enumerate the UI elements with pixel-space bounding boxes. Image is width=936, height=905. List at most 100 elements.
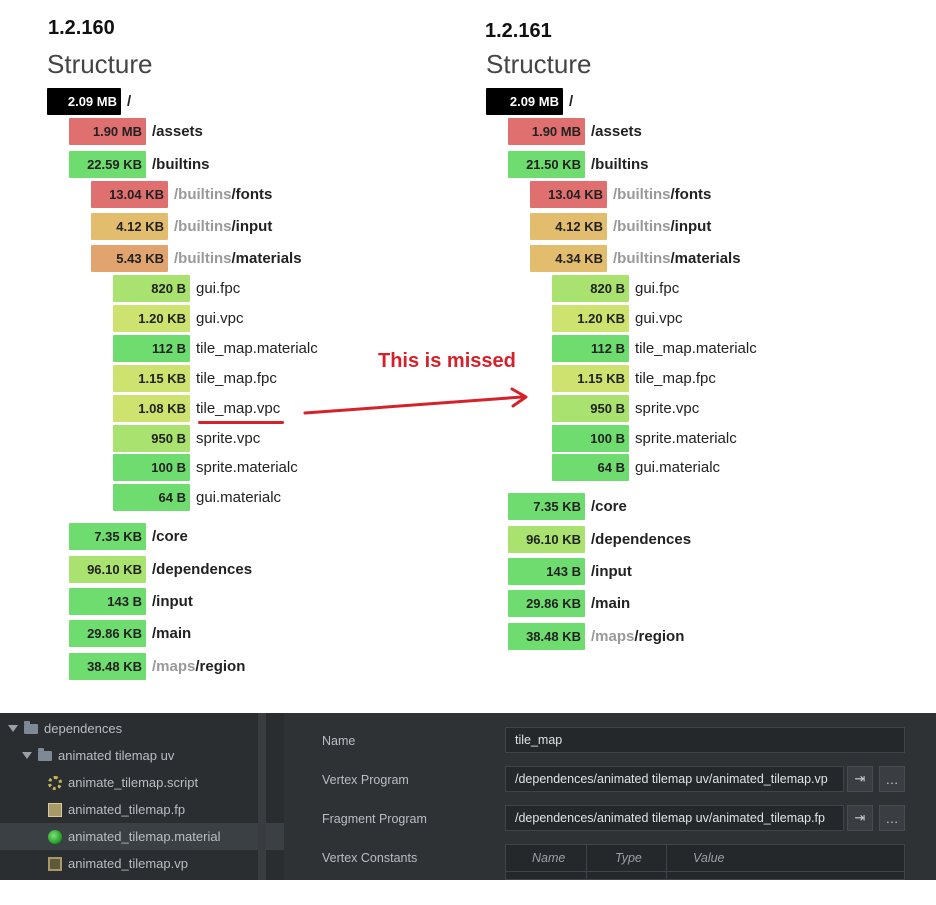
entry-label: sprite.vpc	[635, 400, 700, 417]
right-tree-row[interactable]: 1.15 KB tile_map.fpc	[552, 365, 716, 392]
entry-name: /dependences	[152, 561, 252, 578]
left-tree-row[interactable]: 38.48 KB/maps/region	[69, 653, 245, 680]
entry-label: gui.fpc	[196, 280, 241, 297]
size-badge: 2.09 MB	[47, 88, 121, 115]
left-tree-row[interactable]: 1.08 KB tile_map.vpc	[113, 395, 280, 422]
size-badge: 143 B	[69, 588, 146, 615]
size-badge: 38.48 KB	[69, 653, 146, 680]
tree-item[interactable]: animated_tilemap.vp	[48, 850, 188, 877]
size-badge: 29.86 KB	[508, 590, 585, 617]
tree-item-label: animated tilemap uv	[58, 748, 175, 763]
right-tree-row[interactable]: 4.12 KB/builtins/input	[530, 213, 711, 240]
entry-label: /region	[195, 658, 246, 675]
entry-label: /materials	[670, 250, 741, 267]
right-tree-row[interactable]: 100 B sprite.materialc	[552, 425, 737, 452]
entry-name: sprite.vpc	[635, 400, 699, 417]
right-tree-row[interactable]: 64 B gui.materialc	[552, 454, 720, 481]
column-header-value[interactable]: Value	[693, 851, 725, 865]
right-tree-row[interactable]: 143 B/input	[508, 558, 632, 585]
entry-name: /maps/region	[152, 658, 245, 675]
left-tree-row[interactable]: 143 B/input	[69, 588, 193, 615]
entry-label: tile_map.fpc	[196, 370, 277, 387]
material-icon	[48, 829, 62, 844]
size-badge: 96.10 KB	[69, 556, 146, 583]
tree-item-label: animate_tilemap.script	[68, 775, 199, 790]
entry-name: gui.fpc	[635, 280, 679, 297]
size-badge: 96.10 KB	[508, 526, 585, 553]
right-tree-row[interactable]: 4.34 KB/builtins/materials	[530, 245, 741, 272]
expand-arrow-icon[interactable]	[8, 725, 18, 732]
right-tree-row[interactable]: 96.10 KB/dependences	[508, 526, 691, 553]
left-tree-row[interactable]: 29.86 KB/main	[69, 620, 191, 647]
entry-label: /fonts	[231, 186, 273, 203]
right-tree-row[interactable]: 1.90 MB/assets	[508, 118, 642, 145]
tree-item[interactable]: animate_tilemap.script	[48, 769, 198, 796]
size-badge: 950 B	[552, 395, 629, 422]
tree-item[interactable]: dependences	[8, 715, 122, 742]
size-badge: 4.12 KB	[530, 213, 607, 240]
right-tree-row[interactable]: 13.04 KB/builtins/fonts	[530, 181, 711, 208]
column-header-type[interactable]: Type	[615, 851, 642, 865]
tree-item[interactable]: animated tilemap uv	[22, 742, 174, 769]
left-tree-row[interactable]: 96.10 KB/dependences	[69, 556, 252, 583]
left-tree-row[interactable]: 7.35 KB/core	[69, 523, 188, 550]
left-tree-row[interactable]: 13.04 KB/builtins/fonts	[91, 181, 272, 208]
entry-label: /assets	[591, 123, 642, 140]
left-tree-row[interactable]: 2.09 MB /	[47, 88, 131, 115]
entry-name: /builtins/fonts	[174, 186, 272, 203]
entry-name: sprite.materialc	[196, 459, 298, 476]
left-tree-row[interactable]: 22.59 KB/builtins	[69, 151, 210, 178]
size-badge: 21.50 KB	[508, 151, 585, 178]
fragment-program-browse-button[interactable]: …	[879, 805, 905, 831]
path-prefix: /builtins	[613, 186, 671, 203]
path-prefix: /builtins	[174, 186, 232, 203]
entry-name: /builtins	[152, 156, 210, 173]
right-tree-row[interactable]: 1.20 KB gui.vpc	[552, 305, 683, 332]
expand-arrow-icon[interactable]	[22, 752, 32, 759]
tree-item[interactable]: animated_tilemap.fp	[48, 796, 185, 823]
vertex-program-field[interactable]: /dependences/animated tilemap uv/animate…	[505, 766, 844, 792]
left-tree-row[interactable]: 5.43 KB/builtins/materials	[91, 245, 302, 272]
right-tree-row[interactable]: 21.50 KB/builtins	[508, 151, 649, 178]
fragment-program-goto-button[interactable]: ⇥	[847, 805, 873, 831]
left-tree-row[interactable]: 1.20 KB gui.vpc	[113, 305, 244, 332]
entry-label: tile_map.materialc	[635, 340, 757, 357]
left-tree-row[interactable]: 1.15 KB tile_map.fpc	[113, 365, 277, 392]
size-badge: 1.15 KB	[552, 365, 629, 392]
entry-name: gui.materialc	[635, 459, 720, 476]
entry-label: gui.vpc	[635, 310, 683, 327]
right-tree-row[interactable]: 2.09 MB /	[486, 88, 573, 115]
vertex-program-goto-button[interactable]: ⇥	[847, 766, 873, 792]
name-field[interactable]: tile_map	[505, 727, 905, 753]
asset-tree-scrollbar[interactable]	[258, 713, 266, 880]
vertex-program-browse-button[interactable]: …	[879, 766, 905, 792]
tree-item[interactable]: animated_tilemap.material	[0, 823, 306, 850]
vertex-program-icon	[48, 856, 62, 871]
entry-label: tile_map.vpc	[196, 400, 281, 417]
left-tree-row[interactable]: 950 B sprite.vpc	[113, 425, 260, 452]
editor-window: dependences animated tilemap uv animate_ti…	[0, 713, 936, 905]
left-tree-row[interactable]: 820 B gui.fpc	[113, 275, 240, 302]
left-tree-row[interactable]: 100 B sprite.materialc	[113, 454, 298, 481]
size-badge: 7.35 KB	[508, 493, 585, 520]
size-badge: 64 B	[113, 484, 190, 511]
vertex-constants-label: Vertex Constants	[322, 851, 418, 865]
left-tree-row[interactable]: 112 B tile_map.materialc	[113, 335, 318, 362]
entry-name: /core	[152, 528, 188, 545]
size-badge: 143 B	[508, 558, 585, 585]
fragment-program-field[interactable]: /dependences/animated tilemap uv/animate…	[505, 805, 844, 831]
annotation-underline	[198, 421, 284, 424]
left-tree-row[interactable]: 4.12 KB/builtins/input	[91, 213, 272, 240]
right-tree-row[interactable]: 38.48 KB/maps/region	[508, 623, 684, 650]
right-tree-row[interactable]: 7.35 KB/core	[508, 493, 627, 520]
right-tree-row[interactable]: 29.86 KB/main	[508, 590, 630, 617]
column-header-name[interactable]: Name	[532, 851, 566, 865]
left-tree-row[interactable]: 64 B gui.materialc	[113, 484, 281, 511]
right-tree-row[interactable]: 950 B sprite.vpc	[552, 395, 699, 422]
right-tree-row[interactable]: 820 B gui.fpc	[552, 275, 679, 302]
entry-name: /builtins/fonts	[613, 186, 711, 203]
right-tree-row[interactable]: 112 B tile_map.materialc	[552, 335, 757, 362]
size-badge: 4.12 KB	[91, 213, 168, 240]
entry-label: sprite.materialc	[196, 459, 298, 476]
left-tree-row[interactable]: 1.90 MB/assets	[69, 118, 203, 145]
